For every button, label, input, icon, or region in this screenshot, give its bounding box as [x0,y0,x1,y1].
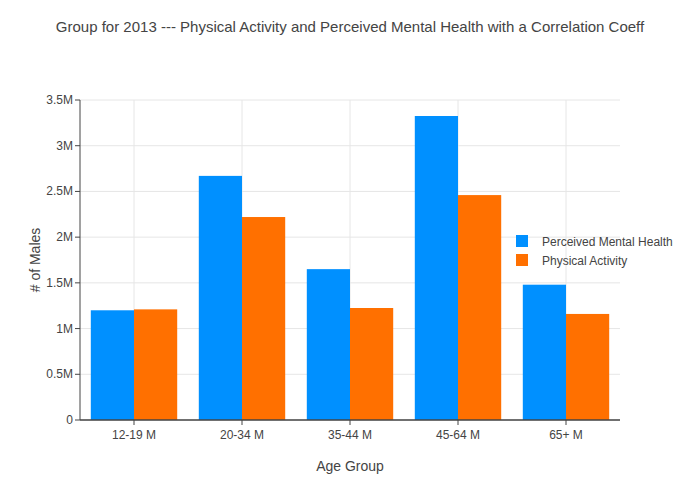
x-tick-label: 12-19 M [112,428,156,442]
grid [80,100,620,420]
tick-mark [75,374,80,375]
title: Group for 2013 --- Physical Activity and… [56,18,645,35]
bar [566,314,609,420]
tick-mark [75,191,80,192]
y-tick-label: 1.5M [46,276,73,290]
legend-label: Perceived Mental Health [542,235,673,249]
legend: Perceived Mental Health Physical Activity [516,235,673,268]
tick-mark [75,237,80,238]
bar [458,195,501,420]
tick-mark [75,100,80,101]
tick-mark [566,420,567,425]
tick-mark [458,420,459,425]
bars [91,116,609,420]
y-tick-label: 3.5M [46,93,73,107]
y-tick-label: 0 [66,413,73,427]
tick-mark [75,282,80,283]
bar [199,176,242,420]
tick-mark [134,420,135,425]
y-tick-label: 1M [56,322,73,336]
bar [134,309,177,420]
y-tick-label: 2.5M [46,184,73,198]
bar [307,269,350,420]
x-axis-label: Age Group [316,458,384,474]
tick-mark [242,420,243,425]
y-tick-label: 2M [56,230,73,244]
tick-mark [75,328,80,329]
y-axis [80,100,81,420]
bar [242,217,285,420]
bar [91,310,134,420]
tick-mark [75,420,80,421]
legend-label: Physical Activity [542,254,627,268]
y-tick-label: 3M [56,139,73,153]
x-tick-label: 35-44 M [328,428,372,442]
legend-swatch [516,254,528,266]
x-tick-label: 20-34 M [220,428,264,442]
x-tick-label: 65+ M [549,428,583,442]
x-tick-label: 45-64 M [436,428,480,442]
bar [523,285,566,420]
y-axis-label: # of Males [27,228,43,293]
legend-swatch [516,235,528,247]
tick-mark [75,145,80,146]
chart: Group for 2013 --- Physical Activity and… [0,0,700,500]
bar [415,116,458,420]
bar [350,308,393,420]
tick-mark [350,420,351,425]
y-tick-label: 0.5M [46,367,73,381]
